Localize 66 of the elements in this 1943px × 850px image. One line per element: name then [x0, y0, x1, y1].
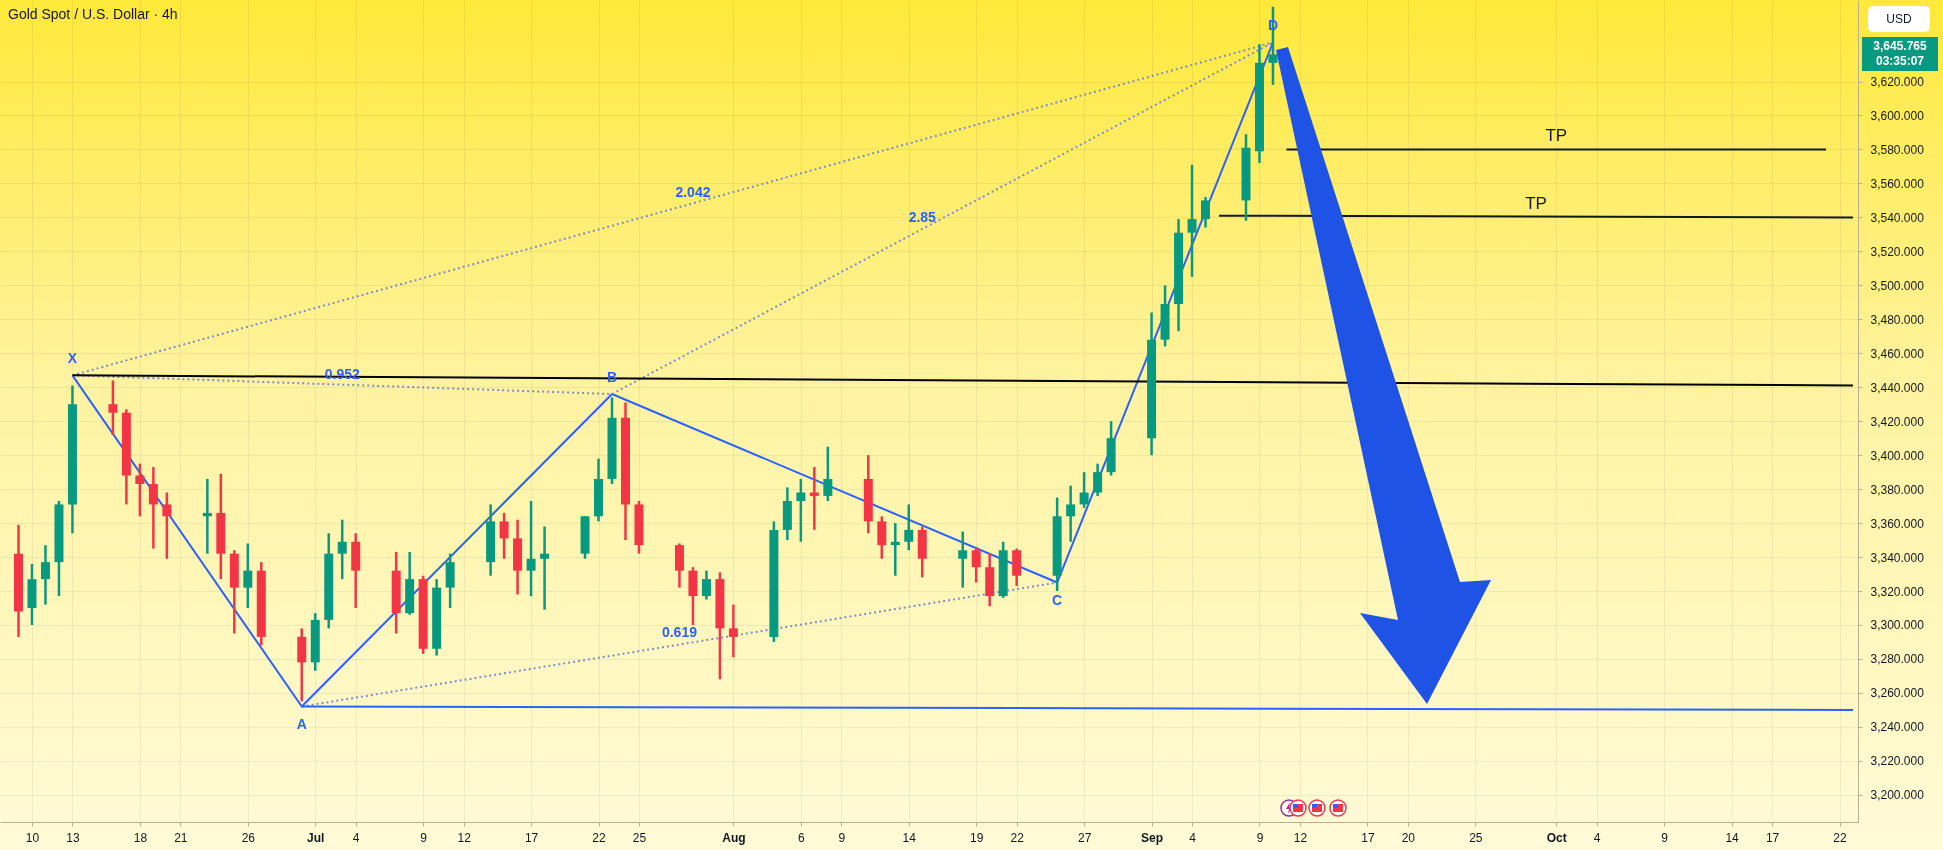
y-tick-label: 3,540.000 [1870, 210, 1925, 225]
chart-title: Gold Spot / U.S. Dollar · 4h [8, 6, 178, 22]
x-tick-label: 6 [798, 830, 806, 845]
x-tick-label: 27 [1077, 830, 1092, 845]
text: 03:35:07 [1874, 54, 1925, 69]
x-tick-label: 12 [1293, 830, 1308, 845]
y-tick-label: 3,400.000 [1870, 448, 1925, 463]
x-tick-label: 4 [352, 830, 360, 845]
y-tick-label: 3,200.000 [1870, 788, 1925, 803]
x-tick-label: Sep [1141, 830, 1164, 845]
y-tick-label: 3,320.000 [1870, 584, 1925, 599]
x-tick-label: 22 [1010, 830, 1025, 845]
x-tick-label: 21 [174, 830, 188, 845]
x-tick-label: 20 [1401, 830, 1416, 845]
x-tick-label: Aug [722, 830, 746, 845]
y-tick-label: 3,420.000 [1870, 414, 1925, 429]
annotation: 2.85 [908, 209, 937, 226]
x-tick-label: 9 [1256, 830, 1264, 845]
x-tick-label: 14 [1725, 830, 1740, 845]
y-tick-label: 3,480.000 [1870, 312, 1925, 327]
y-tick-label: 3,520.000 [1870, 244, 1925, 259]
x-tick-label: 25 [1469, 830, 1483, 845]
x-tick-label: Jul [307, 830, 325, 845]
x-tick-label: 10 [25, 830, 40, 845]
x-tick-label: 9 [420, 830, 428, 845]
text: USD [1868, 6, 1930, 32]
x-tick-label: 25 [632, 830, 647, 845]
y-tick-label: 3,460.000 [1870, 346, 1925, 361]
series-label: TP [1545, 126, 1568, 146]
annotation: X [67, 350, 78, 367]
series-label: TP [1525, 193, 1547, 213]
annotation: A [296, 715, 307, 732]
x-tick-label: 17 [1765, 830, 1780, 845]
x-tick-label: 9 [1661, 830, 1669, 845]
y-tick-label: 3,580.000 [1870, 142, 1925, 157]
x-tick-label: 4 [1593, 830, 1601, 845]
x-tick-label: 22 [1833, 830, 1848, 845]
annotation: C [1052, 591, 1063, 608]
y-tick-label: 3,620.000 [1870, 75, 1925, 90]
x-tick-label: 17 [524, 830, 539, 845]
y-tick-label: 3,300.000 [1870, 618, 1925, 633]
annotation: 0.619 [661, 623, 698, 640]
x-tick-label: 18 [133, 830, 148, 845]
annotation: 2.042 [675, 183, 711, 200]
y-tick-label: 3,280.000 [1870, 652, 1925, 667]
y-tick-label: 3,440.000 [1870, 380, 1925, 395]
y-tick-label: 3,500.000 [1870, 278, 1925, 293]
x-tick-label: 19 [970, 830, 984, 845]
x-tick-label: 22 [592, 830, 607, 845]
y-tick-label: 3,220.000 [1870, 754, 1925, 769]
x-tick-label: Oct [1546, 830, 1567, 845]
y-tick-label: 3,360.000 [1870, 516, 1925, 531]
y-tick-label: 3,380.000 [1870, 482, 1925, 497]
x-tick-label: 17 [1361, 830, 1375, 845]
x-tick-label: 13 [66, 830, 80, 845]
y-tick-label: 3,240.000 [1870, 720, 1925, 735]
x-tick-label: 14 [902, 830, 917, 845]
y-tick-label: 3,260.000 [1870, 686, 1925, 701]
y-tick-label: 3,600.000 [1870, 108, 1925, 123]
x-tick-label: 12 [457, 830, 472, 845]
x-tick-label: 26 [241, 830, 256, 845]
y-tick-label: 3,560.000 [1870, 176, 1925, 191]
x-tick-label: 4 [1189, 830, 1197, 845]
x-tick-label: 9 [838, 830, 846, 845]
y-tick-label: 3,340.000 [1870, 550, 1925, 565]
text: 3,645.765 [1872, 39, 1928, 54]
